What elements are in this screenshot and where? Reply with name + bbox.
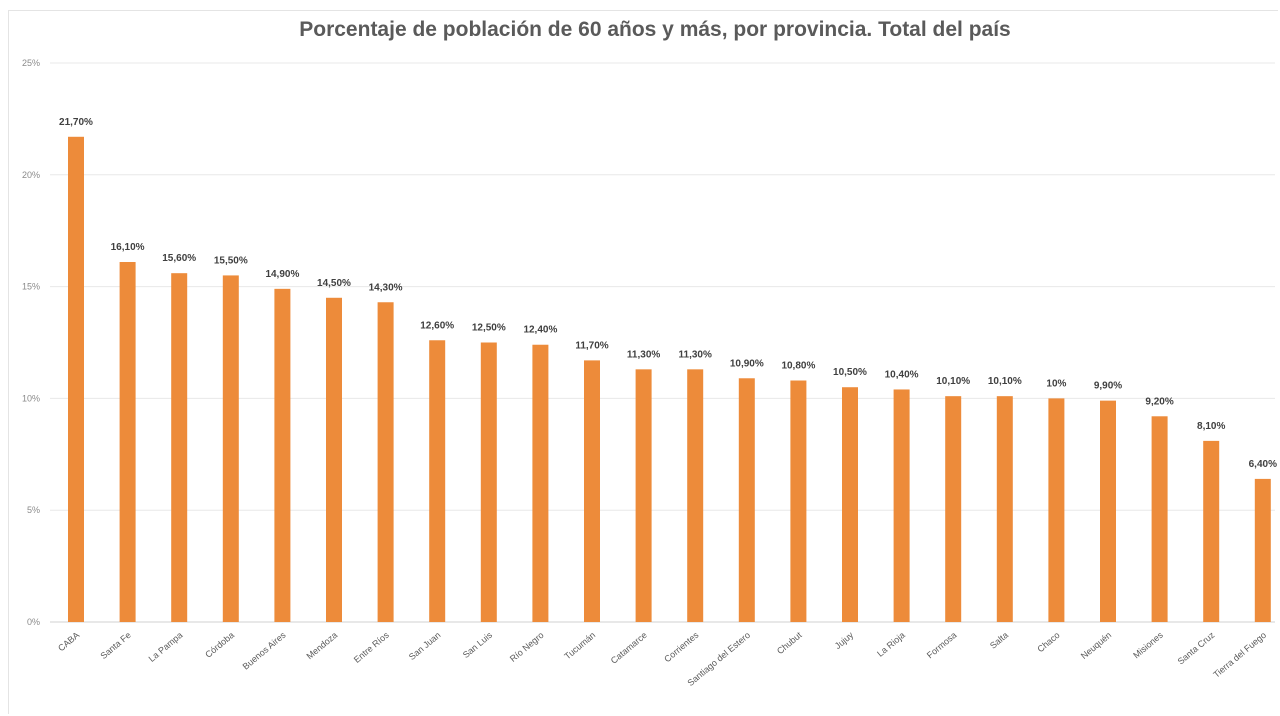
- category-label: Río Negro: [508, 630, 546, 664]
- bar: [996, 396, 1013, 622]
- data-label: 10,10%: [988, 376, 1022, 387]
- bar: [1100, 400, 1116, 622]
- category-label: La Pampa: [147, 630, 185, 664]
- data-label: 21,70%: [59, 117, 93, 128]
- data-label: 10,50%: [833, 367, 867, 378]
- bar: [119, 262, 136, 622]
- category-label: Tierra del Fuego: [1211, 630, 1268, 680]
- bar: [1151, 416, 1168, 622]
- category-label: Tucumán: [562, 630, 597, 662]
- data-label: 10,90%: [730, 358, 764, 369]
- category-label: San Luis: [461, 630, 495, 660]
- data-label: 12,60%: [420, 320, 454, 331]
- data-label: 15,60%: [162, 253, 196, 264]
- data-label: 9,20%: [1145, 396, 1173, 407]
- bar: [171, 273, 188, 622]
- data-label: 16,10%: [111, 242, 145, 253]
- y-tick-label: 5%: [27, 505, 40, 515]
- bar: [68, 136, 84, 622]
- category-label: Neuquén: [1079, 630, 1113, 661]
- data-label: 14,30%: [369, 282, 403, 293]
- bar: [584, 360, 600, 622]
- data-label: 10,10%: [936, 376, 970, 387]
- bar: [274, 288, 291, 622]
- category-label: Catamarce: [609, 630, 649, 666]
- bar: [1254, 478, 1271, 622]
- category-label: Santa Cruz: [1176, 630, 1217, 667]
- category-label: Chaco: [1035, 630, 1061, 654]
- y-tick-label: 25%: [22, 58, 40, 68]
- category-label: Córdoba: [203, 630, 236, 660]
- bar: [687, 369, 704, 622]
- y-tick-label: 20%: [22, 170, 40, 180]
- bar: [480, 342, 497, 622]
- data-label: 11,30%: [679, 349, 712, 360]
- bar: [738, 378, 755, 622]
- category-label: La Rioja: [875, 630, 907, 659]
- y-tick-label: 10%: [22, 393, 40, 403]
- y-tick-label: 0%: [27, 617, 40, 627]
- data-label: 12,50%: [472, 323, 506, 334]
- data-label: 10,40%: [885, 369, 919, 380]
- data-label: 9,90%: [1094, 381, 1122, 392]
- data-label: 12,40%: [523, 325, 557, 336]
- category-label: Mendoza: [304, 630, 339, 661]
- bar: [222, 275, 239, 622]
- bar: [635, 369, 652, 622]
- category-label: Buenos Aires: [241, 630, 288, 672]
- category-label: Chubut: [775, 630, 804, 657]
- bar: [326, 297, 342, 622]
- category-label: Corrientes: [662, 630, 701, 665]
- bar: [1203, 440, 1220, 622]
- data-label: 11,30%: [627, 349, 660, 360]
- category-label: Misiones: [1131, 630, 1165, 661]
- bar: [429, 340, 446, 622]
- category-label: Entre Ríos: [352, 630, 391, 665]
- category-label: Formosa: [925, 630, 959, 660]
- category-label: San Juan: [407, 630, 443, 662]
- bar: [842, 387, 858, 622]
- data-label: 6,40%: [1249, 459, 1277, 470]
- category-label: Jujuy: [833, 630, 856, 651]
- data-label: 15,50%: [214, 255, 248, 266]
- bar: [377, 302, 394, 622]
- data-label: 10,80%: [781, 361, 815, 372]
- data-label: 8,10%: [1197, 421, 1225, 432]
- bar: [790, 380, 807, 622]
- bar: [893, 389, 910, 622]
- data-label: 14,50%: [317, 278, 351, 289]
- bar: [945, 396, 962, 622]
- category-label: Salta: [988, 630, 1010, 651]
- data-label: 10%: [1046, 378, 1066, 389]
- data-label: 14,90%: [265, 269, 299, 280]
- bar: [532, 344, 549, 622]
- y-tick-label: 15%: [22, 282, 40, 292]
- data-label: 11,70%: [575, 340, 608, 351]
- category-label: Santa Fe: [98, 630, 132, 661]
- bar: [1048, 398, 1065, 622]
- chart-title: Porcentaje de población de 60 años y más…: [299, 18, 1011, 41]
- category-label: CABA: [56, 630, 81, 653]
